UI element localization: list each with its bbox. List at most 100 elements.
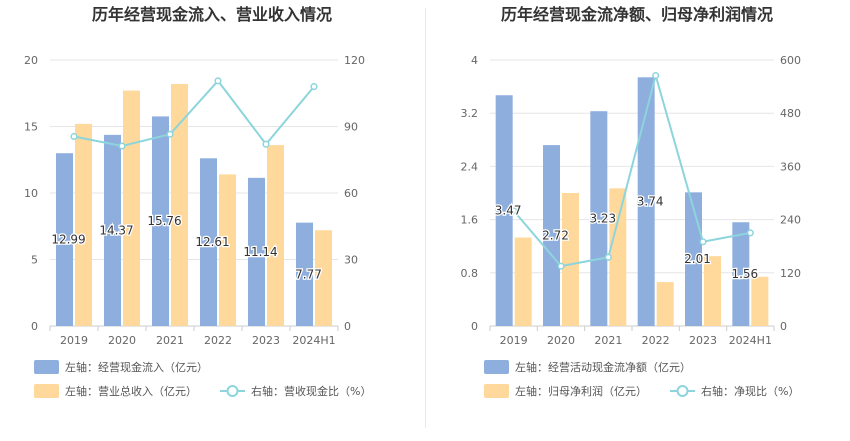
chart2-legend-swatch: [484, 360, 509, 374]
chart1-data-label: 12.99: [51, 233, 85, 247]
chart2-right-tick-label: 120: [780, 267, 801, 280]
chart1-right-tick-label: 0: [344, 320, 351, 333]
chart2-legend-label: 左轴：归母净利润（亿元）: [515, 384, 647, 398]
chart1-right-tick-label: 30: [344, 254, 358, 267]
chart2-x-tick-label: 2022: [642, 334, 670, 347]
chart1-legend-label: 左轴：营业总收入（亿元）: [65, 384, 197, 398]
chart2-line-point: [557, 262, 565, 270]
chart2-line-point: [746, 229, 754, 237]
chart2-bar-secondary: [562, 193, 579, 326]
chart2-data-label: 3.74: [637, 195, 664, 209]
chart2-right-tick-label: 240: [780, 214, 801, 227]
chart2-bar-primary: [637, 77, 655, 326]
chart2-data-label: 3.47: [495, 204, 522, 218]
chart2-bar-primary: [590, 111, 608, 326]
chart2-left-tick-label: 0: [471, 320, 478, 333]
chart2-x-tick-label: 2019: [500, 334, 528, 347]
chart2-data-label: 2.01: [684, 252, 711, 266]
chart1-left-tick-label: 20: [24, 54, 38, 67]
chart1-line-series: [73, 79, 315, 148]
chart1-line-point: [262, 140, 270, 148]
chart1-bar-primary: [248, 177, 265, 326]
chart1-line-point: [310, 83, 318, 91]
chart1-legend-line-marker: [226, 385, 239, 397]
chart1-left-tick-label: 15: [24, 121, 38, 134]
chart1-x-tick-label: 2021: [156, 334, 184, 347]
chart1-bar-primary: [104, 134, 121, 326]
chart2-legend-label: 左轴：经营活动现金流净额（亿元）: [515, 360, 691, 374]
chart1-bar-primary: [200, 158, 217, 326]
chart2-title: 历年经营现金流净额、归母净利润情况: [501, 5, 773, 24]
chart1-bar-secondary: [219, 174, 236, 326]
chart2-left-tick-label: 3.2: [461, 107, 479, 120]
chart2-bar-secondary: [609, 188, 627, 326]
chart1-x-tick-label: 2019: [60, 334, 88, 347]
chart1-line-point: [118, 142, 126, 150]
chart1-left-tick-label: 0: [31, 320, 38, 333]
chart2-right-tick-label: 600: [780, 54, 801, 67]
chart1-bar-primary: [56, 153, 73, 326]
chart2-bar-secondary: [514, 237, 532, 326]
chart2-bar-primary: [543, 145, 560, 326]
chart1-bar-secondary: [123, 90, 140, 326]
chart2-line-point: [510, 207, 518, 215]
chart1-right-tick-label: 90: [344, 121, 358, 134]
chart1-line-point: [70, 132, 78, 141]
chart1-data-label: 11.14: [243, 245, 277, 259]
chart2-left-tick-label: 2.4: [461, 160, 479, 173]
chart2-data-label: 2.72: [542, 229, 569, 243]
chart1-legend-swatch: [34, 360, 59, 374]
panel-divider: [425, 8, 426, 428]
chart2-right-tick-label: 480: [780, 107, 801, 120]
chart2-x-tick-label: 2024H1: [729, 334, 772, 347]
chart1-data-label: 7.77: [295, 267, 322, 281]
chart2-bar-secondary: [704, 256, 721, 326]
chart1-title: 历年经营现金流入、营业收入情况: [92, 5, 332, 24]
chart1-bar-secondary: [75, 123, 92, 326]
chart1-legend-label: 右轴：营收现金比（%）: [251, 384, 371, 398]
chart1-x-tick-label: 2023: [252, 334, 280, 347]
chart1-line-point: [214, 77, 222, 85]
chart1-right-tick-label: 60: [344, 187, 358, 200]
chart1-left-tick-label: 10: [24, 187, 38, 200]
chart1-line-point: [166, 130, 174, 138]
chart1-data-label: 12.61: [195, 235, 229, 249]
chart1-x-tick-label: 2022: [204, 334, 232, 347]
chart2-x-tick-label: 2020: [547, 334, 575, 347]
chart2-right-tick-label: 360: [780, 160, 801, 173]
chart2-right-tick-label: 0: [780, 320, 787, 333]
chart2-x-tick-label: 2023: [689, 334, 717, 347]
chart2-bar-secondary: [751, 276, 769, 326]
chart2-legend-line-marker: [676, 385, 689, 397]
chart2-left-tick-label: 1.6: [461, 214, 479, 227]
chart2-line-point: [652, 71, 660, 80]
chart1-right-tick-label: 120: [344, 54, 365, 67]
chart1-data-label: 14.37: [99, 223, 133, 237]
chart1-legend-swatch: [34, 384, 59, 398]
chart1-left-tick-label: 5: [31, 254, 38, 267]
chart2-left-tick-label: 0.8: [461, 267, 479, 280]
chart2-bar-primary: [495, 95, 513, 327]
chart1-bar-secondary: [171, 83, 188, 326]
chart2-line-series: [512, 71, 751, 268]
chart2-line-point: [604, 253, 612, 261]
chart2-legend-label: 右轴：净现比（%）: [701, 384, 799, 398]
chart1-bar-secondary: [267, 145, 284, 326]
chart2-bar-primary: [732, 222, 750, 326]
chart2-line-point: [699, 238, 707, 246]
chart2-bar-secondary: [656, 282, 674, 326]
chart1-bar-secondary: [315, 230, 332, 326]
chart2-left-tick-label: 4: [471, 54, 478, 67]
chart2-data-label: 1.56: [731, 267, 758, 281]
chart1-data-label: 15.76: [147, 214, 181, 228]
chart1-bar-primary: [296, 222, 313, 326]
chart1-x-tick-label: 2024H1: [292, 334, 335, 347]
chart2-x-tick-label: 2021: [594, 334, 622, 347]
chart2-data-label: 3.23: [589, 212, 616, 226]
chart1-legend-label: 左轴：经营现金流入（亿元）: [65, 360, 208, 374]
chart1-bar-primary: [152, 116, 169, 326]
chart1-x-tick-label: 2020: [108, 334, 136, 347]
chart2-legend-swatch: [484, 384, 509, 398]
